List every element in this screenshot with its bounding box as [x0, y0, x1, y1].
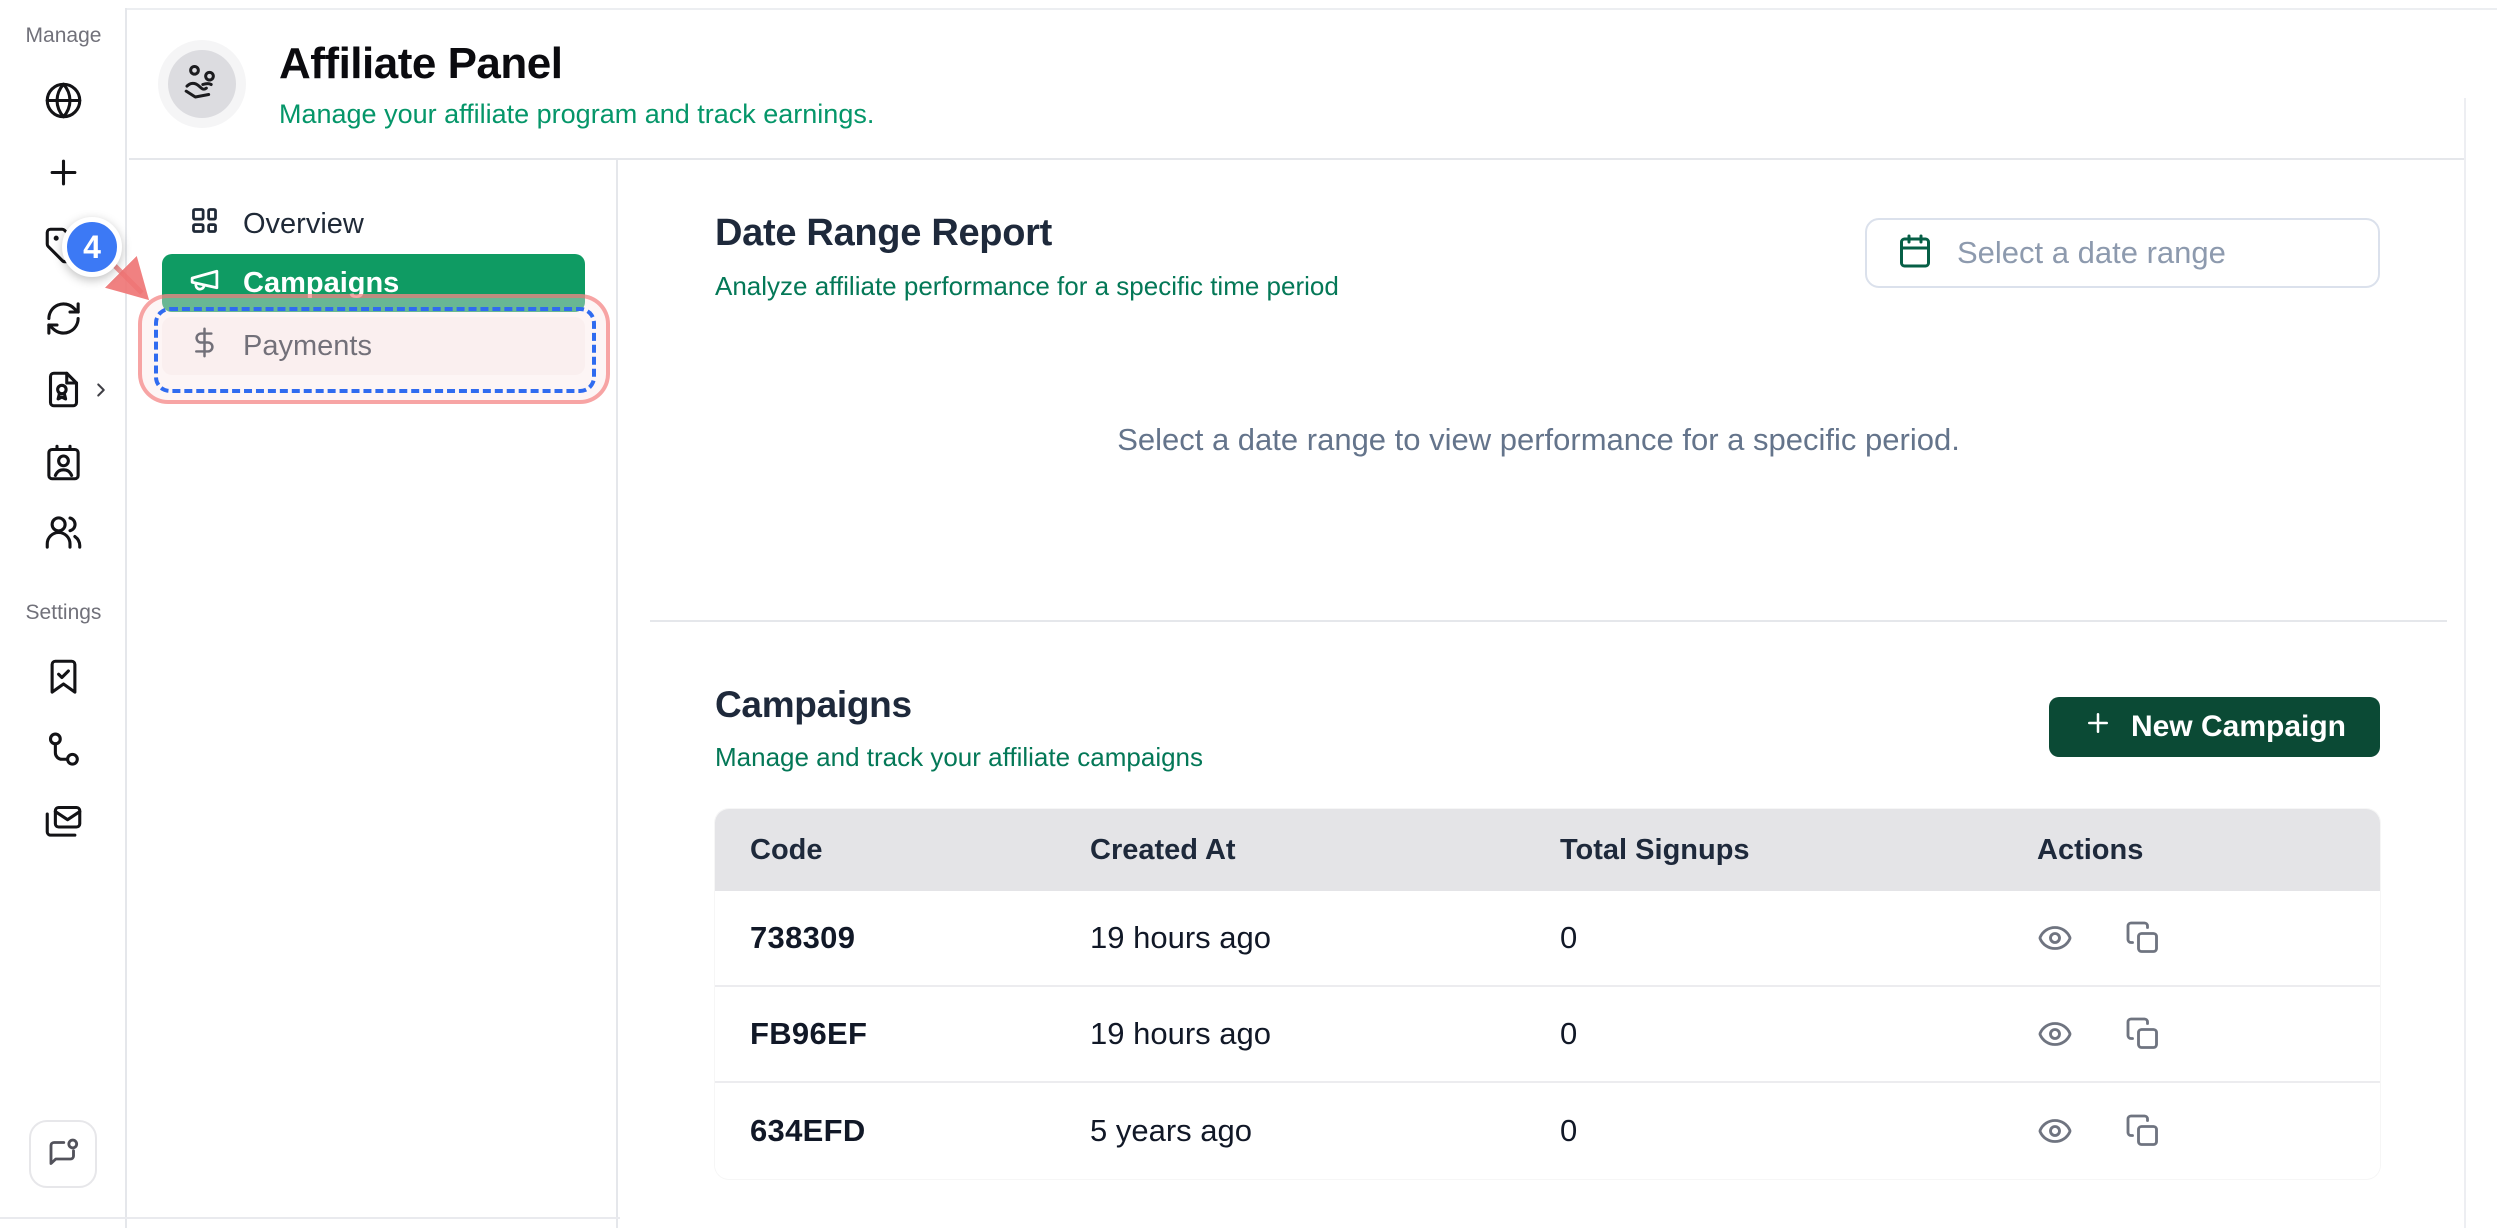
plus-icon	[2083, 708, 2113, 746]
page-header: Affiliate Panel Manage your affiliate pr…	[129, 10, 2497, 158]
contact-card-icon[interactable]	[44, 443, 83, 482]
dashboard-grid-icon	[188, 204, 221, 245]
report-title: Date Range Report	[715, 212, 1052, 254]
campaigns-table: Code Created At Total Signups Actions 73…	[715, 809, 2380, 1179]
eye-icon	[2037, 1016, 2073, 1052]
globe-icon[interactable]	[44, 81, 83, 120]
icon-rail: Manage Settings	[0, 8, 127, 1228]
column-header-created-at: Created At	[1090, 833, 1236, 866]
eye-icon	[2037, 1113, 2073, 1149]
top-divider	[0, 8, 2497, 10]
right-edge-divider	[2464, 98, 2466, 1228]
copy-code-button[interactable]	[2125, 1016, 2161, 1052]
bottom-divider	[0, 1217, 620, 1219]
copy-icon	[2125, 1016, 2161, 1052]
campaign-code: FB96EF	[750, 1016, 868, 1051]
users-icon[interactable]	[44, 513, 83, 552]
header-divider	[129, 158, 2465, 160]
chevron-right-icon[interactable]	[90, 379, 112, 401]
hand-holding-user-icon	[182, 62, 222, 107]
new-campaign-button[interactable]: New Campaign	[2048, 697, 2380, 757]
column-header-code: Code	[750, 833, 823, 866]
megaphone-icon	[188, 263, 221, 304]
main-content: Date Range Report Analyze affiliate perf…	[620, 160, 2497, 1228]
campaign-total-signups: 0	[1560, 1016, 1578, 1051]
copy-icon	[2125, 920, 2161, 956]
view-campaign-button[interactable]	[2037, 920, 2073, 956]
notification-count-badge: 4	[62, 217, 122, 277]
campaign-total-signups: 0	[1560, 1113, 1578, 1148]
copy-icon	[2125, 1113, 2161, 1149]
report-empty-message: Select a date range to view performance …	[1117, 422, 1960, 457]
calendar-icon	[1897, 233, 1933, 274]
view-campaign-button[interactable]	[2037, 1113, 2073, 1149]
nav-label: Campaigns	[243, 266, 400, 299]
eye-icon	[2037, 920, 2073, 956]
affiliate-subnav: Overview Campaigns Payments	[129, 160, 618, 1228]
copy-code-button[interactable]	[2125, 1113, 2161, 1149]
column-header-actions: Actions	[2037, 833, 2144, 866]
nav-label: Payments	[243, 329, 372, 362]
report-subtitle: Analyze affiliate performance for a spec…	[715, 271, 1339, 301]
table-row: 634EFD 5 years ago 0	[715, 1083, 2380, 1179]
plus-icon[interactable]	[44, 153, 83, 192]
campaign-code: 634EFD	[750, 1113, 866, 1148]
view-campaign-button[interactable]	[2037, 1016, 2073, 1052]
table-header-row: Code Created At Total Signups Actions	[715, 809, 2380, 891]
dollar-sign-icon	[188, 326, 221, 367]
route-icon[interactable]	[44, 730, 83, 769]
campaign-created-at: 5 years ago	[1090, 1113, 1252, 1148]
section-divider	[650, 620, 2447, 622]
campaign-created-at: 19 hours ago	[1090, 920, 1271, 955]
settings-section-label: Settings	[25, 601, 102, 624]
copy-code-button[interactable]	[2125, 920, 2161, 956]
bookmark-check-icon[interactable]	[44, 658, 83, 697]
new-campaign-label: New Campaign	[2130, 710, 2346, 743]
nav-item-overview[interactable]: Overview	[162, 195, 585, 253]
manage-section-label: Manage	[25, 24, 102, 47]
page-subtitle: Manage your affiliate program and track …	[279, 98, 875, 129]
campaign-total-signups: 0	[1560, 920, 1578, 955]
campaigns-title: Campaigns	[715, 684, 912, 725]
campaign-created-at: 19 hours ago	[1090, 1016, 1271, 1051]
badge-count-text: 4	[83, 228, 101, 265]
date-range-placeholder: Select a date range	[1957, 235, 2226, 270]
nav-item-campaigns[interactable]: Campaigns	[162, 254, 585, 312]
nav-label: Overview	[243, 207, 364, 240]
feedback-button[interactable]	[29, 1120, 97, 1188]
table-row: 738309 19 hours ago 0	[715, 891, 2380, 987]
nav-item-payments[interactable]: Payments	[162, 317, 585, 375]
affiliate-avatar	[168, 50, 236, 118]
table-row: FB96EF 19 hours ago 0	[715, 987, 2380, 1083]
refresh-icon[interactable]	[44, 299, 83, 338]
mails-icon[interactable]	[44, 801, 83, 840]
page-title: Affiliate Panel	[279, 38, 563, 88]
file-badge-icon[interactable]	[44, 370, 83, 409]
column-header-total-signups: Total Signups	[1560, 833, 1750, 866]
campaign-code: 738309	[750, 920, 856, 955]
campaigns-subtitle: Manage and track your affiliate campaign…	[715, 742, 1204, 772]
message-square-dot-icon	[45, 1135, 81, 1174]
date-range-input[interactable]: Select a date range	[1865, 218, 2380, 288]
